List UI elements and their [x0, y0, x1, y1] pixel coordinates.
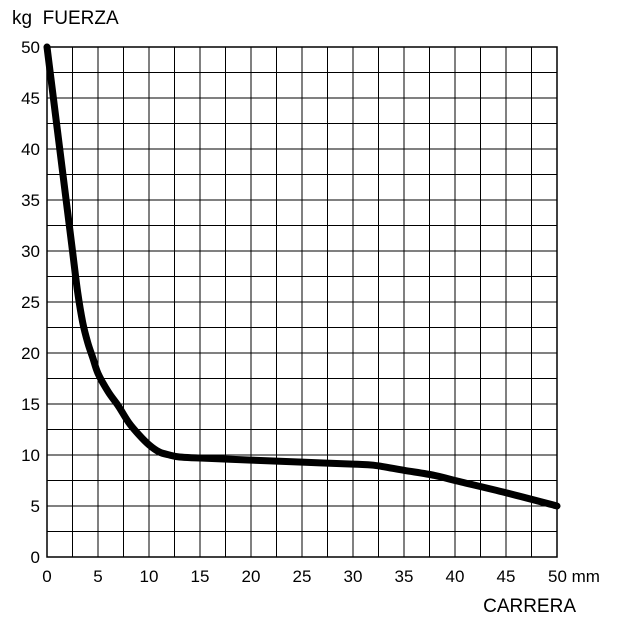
x-tick-label: 30 [344, 567, 363, 586]
plot-border [46, 46, 558, 558]
x-tick-label: 40 [446, 567, 465, 586]
force-curve-line [43, 43, 561, 510]
y-tick-label: 30 [21, 242, 40, 261]
plot-frame [46, 46, 558, 558]
x-tick-label: 35 [395, 567, 414, 586]
series-group [43, 43, 561, 510]
y-tick-label: 20 [21, 344, 40, 363]
x-tick-label: 5 [93, 567, 102, 586]
y-tick-label: 35 [21, 191, 40, 210]
y-tick-label: 0 [31, 548, 40, 567]
y-tick-label: 5 [31, 497, 40, 516]
y-tick-label: 50 [21, 38, 40, 57]
x-tick-label: 20 [242, 567, 261, 586]
x-tick-label: 15 [191, 567, 210, 586]
x-tick-label: 50 mm [548, 567, 600, 586]
y-axis-title: kg FUERZA [12, 8, 119, 29]
x-tick-label: 0 [42, 567, 51, 586]
x-axis-title: CARRERA [483, 596, 576, 617]
grid [47, 47, 557, 557]
y-tick-label: 25 [21, 293, 40, 312]
y-tick-labels: 0 5 10 15 20 25 30 35 40 45 50 [21, 38, 40, 567]
y-tick-label: 45 [21, 89, 40, 108]
x-tick-labels: 0 5 10 15 20 25 30 35 40 45 50 mm [42, 567, 600, 586]
y-tick-label: 15 [21, 395, 40, 414]
x-tick-label: 25 [293, 567, 312, 586]
y-tick-label: 40 [21, 140, 40, 159]
x-tick-label: 10 [140, 567, 159, 586]
x-tick-label: 45 [497, 567, 516, 586]
y-tick-label: 10 [21, 446, 40, 465]
